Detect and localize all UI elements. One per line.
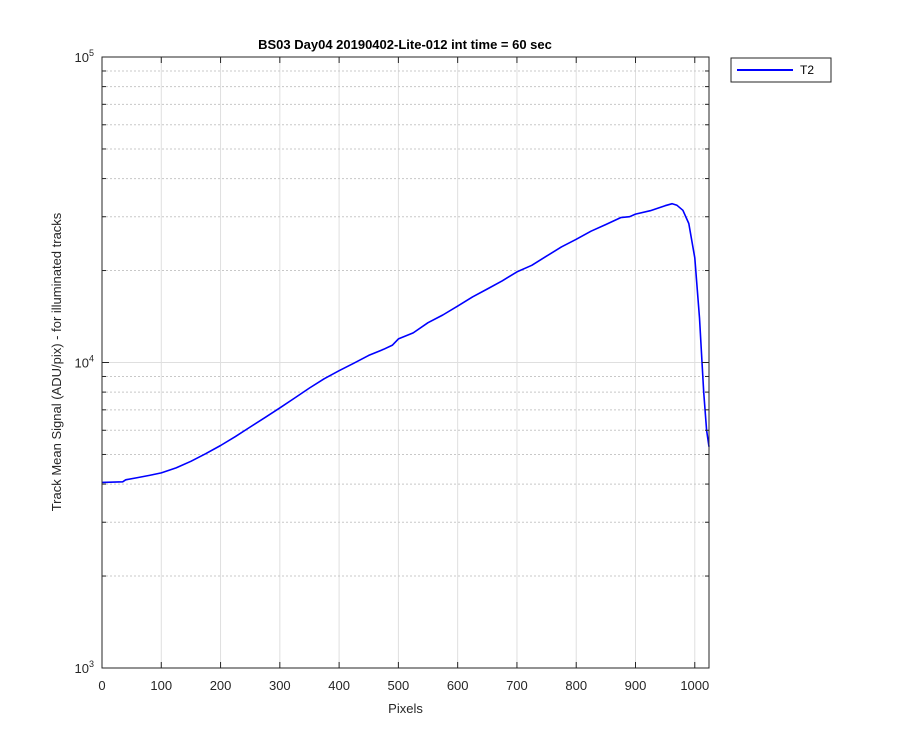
series-layer <box>101 202 710 484</box>
x-tick-label: 0 <box>98 678 105 693</box>
legend-entry-t2: T2 <box>800 63 814 77</box>
y-tick-label: 103 <box>75 659 94 676</box>
x-tick-label: 100 <box>150 678 172 693</box>
x-tick-labels: 0 100 200 300 400 500 600 700 800 900 1000 <box>98 678 709 693</box>
grid-lines <box>102 57 709 668</box>
x-axis-label: Pixels <box>388 701 423 716</box>
y-axis-label: Track Mean Signal (ADU/pix) - for illumi… <box>49 212 64 511</box>
x-tick-label: 300 <box>269 678 291 693</box>
x-tick-label: 1000 <box>680 678 709 693</box>
legend[interactable]: T2 <box>730 57 832 83</box>
y-tick-label: 104 <box>75 354 94 371</box>
x-tick-label: 800 <box>565 678 587 693</box>
y-tick-labels: 103 104 105 <box>75 48 94 676</box>
x-tick-label: 900 <box>625 678 647 693</box>
x-tick-label: 400 <box>328 678 350 693</box>
series-line-t2 <box>101 202 710 484</box>
x-tick-label: 700 <box>506 678 528 693</box>
x-tick-label: 200 <box>210 678 232 693</box>
axis-ticks <box>101 56 709 669</box>
x-tick-label: 500 <box>388 678 410 693</box>
y-tick-label: 105 <box>75 48 94 65</box>
x-tick-label: 600 <box>447 678 469 693</box>
chart-title: BS03 Day04 20190402-Lite-012 int time = … <box>258 37 552 52</box>
